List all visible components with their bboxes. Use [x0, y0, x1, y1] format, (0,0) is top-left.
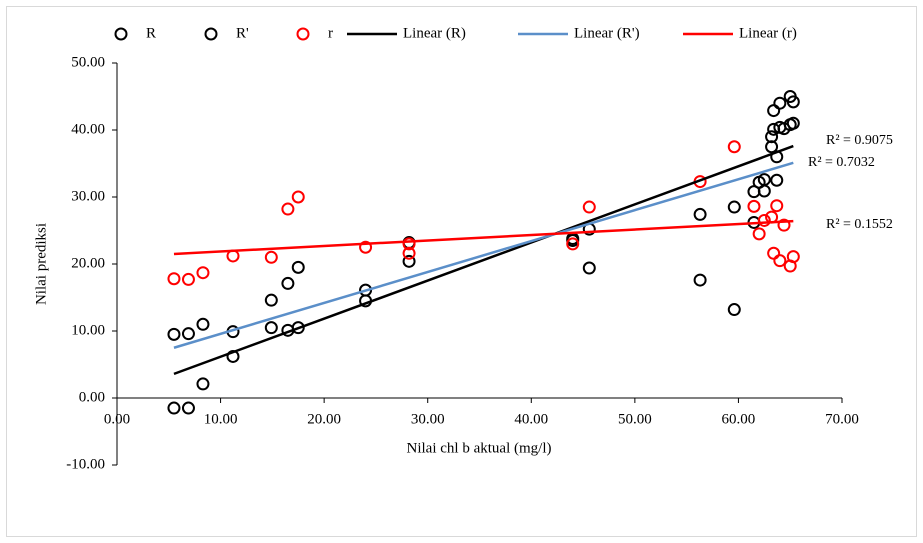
trendline: [173, 219, 794, 256]
x-tick-label: 40.00: [514, 411, 548, 427]
data-point: [773, 96, 787, 110]
legend-label: Linear (r): [739, 25, 797, 41]
data-point: [291, 190, 305, 204]
y-tick-label: -10.00: [66, 456, 105, 472]
chart-border: [6, 6, 917, 537]
data-point: [167, 401, 181, 415]
y-tick-label: 30.00: [71, 188, 105, 204]
x-tick-label: 50.00: [618, 411, 652, 427]
data-point: [727, 303, 741, 317]
data-point: [402, 237, 416, 251]
y-tick-label: 0.00: [79, 389, 105, 405]
data-point: [777, 218, 791, 232]
data-point: [693, 273, 707, 287]
data-point: [582, 200, 596, 214]
r-squared-label: R² = 0.7032: [808, 155, 875, 170]
legend-marker: [296, 27, 310, 41]
data-point: [281, 202, 295, 216]
x-tick-label: 20.00: [307, 411, 341, 427]
r-squared-label: R² = 0.9075: [826, 133, 893, 148]
data-point: [181, 401, 195, 415]
data-point: [770, 199, 784, 213]
data-point: [786, 250, 800, 264]
x-tick-label: 10.00: [204, 411, 238, 427]
data-point: [181, 272, 195, 286]
y-axis-title: Nilai prediksi: [33, 223, 49, 305]
y-tick-label: 50.00: [71, 54, 105, 70]
trendline: [173, 161, 794, 349]
data-point: [747, 199, 761, 213]
data-point: [167, 327, 181, 341]
data-point: [693, 207, 707, 221]
y-tick-label: 20.00: [71, 255, 105, 271]
data-point: [765, 140, 779, 154]
legend-label: r: [328, 25, 333, 41]
data-point: [281, 276, 295, 290]
data-point: [167, 272, 181, 286]
x-tick-label: 0.00: [104, 411, 130, 427]
data-point: [566, 237, 580, 251]
data-point: [291, 260, 305, 274]
data-point: [196, 377, 210, 391]
x-axis-title: Nilai chl b aktual (mg/l): [407, 440, 552, 456]
data-point: [264, 250, 278, 264]
r-squared-label: R² = 0.1552: [826, 217, 893, 232]
data-point: [757, 213, 771, 227]
data-point: [264, 321, 278, 335]
y-tick-label: 10.00: [71, 322, 105, 338]
data-point: [786, 95, 800, 109]
data-point: [786, 116, 800, 130]
data-point: [196, 317, 210, 331]
legend-label: R: [146, 25, 156, 41]
data-point: [752, 227, 766, 241]
data-point: [773, 254, 787, 268]
data-point: [291, 321, 305, 335]
x-tick-label: 60.00: [722, 411, 756, 427]
data-point: [196, 266, 210, 280]
x-tick-label: 30.00: [411, 411, 445, 427]
legend-marker: [114, 27, 128, 41]
data-point: [264, 293, 278, 307]
data-point: [757, 184, 771, 198]
trendline: [173, 144, 794, 376]
data-point: [727, 200, 741, 214]
data-point: [767, 122, 781, 136]
legend-marker: [204, 27, 218, 41]
data-point: [359, 240, 373, 254]
data-point: [770, 173, 784, 187]
data-point: [727, 140, 741, 154]
data-point: [582, 261, 596, 275]
x-tick-label: 70.00: [825, 411, 859, 427]
data-point: [402, 246, 416, 260]
data-point: [402, 254, 416, 268]
legend-label: R': [236, 25, 249, 41]
legend-label: Linear (R'): [574, 25, 640, 41]
y-tick-label: 40.00: [71, 121, 105, 137]
data-point: [181, 327, 195, 341]
legend-label: Linear (R): [403, 25, 466, 41]
